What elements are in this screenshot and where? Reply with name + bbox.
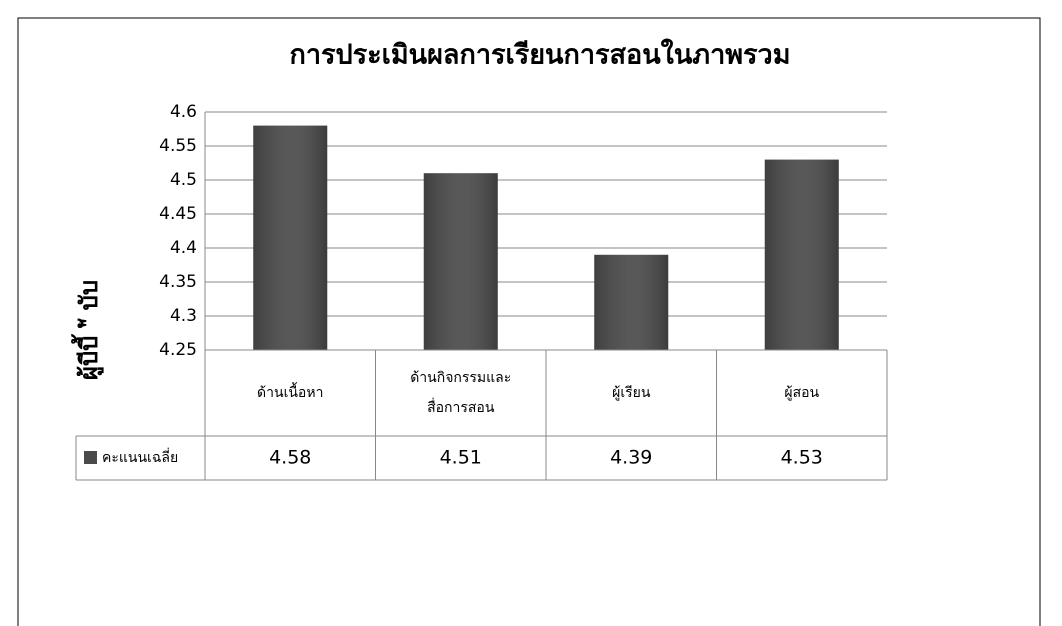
data-table-value: 4.51 [440,447,482,469]
y-tick-label: 4.5 [170,170,197,190]
y-tick-label: 4.3 [170,306,197,326]
chart-title: การประเมินผลการเรียนการสอนในภาพรวม [289,39,790,71]
legend-swatch [84,451,97,464]
bar-shade [253,125,328,350]
y-tick-label: 4.35 [159,272,197,292]
y-tick-label: 4.55 [159,136,197,156]
y-tick-label: 4.25 [159,340,197,360]
data-table-value: 4.39 [610,447,652,469]
x-tick-label: ด้านกิจกรรมและสื่อการสอน [410,370,511,416]
legend-label: คะแนนเฉลี่ย [102,448,178,466]
data-table-value: 4.58 [269,447,311,469]
bar-shade [764,159,839,350]
data-table-value: 4.53 [781,447,823,469]
chart-frame [17,17,1041,626]
x-tick-label: ผู้สอน [784,385,819,401]
y-tick-label: 4.45 [159,204,197,224]
x-tick-label: ผู้เรียน [612,385,651,401]
y-tick-label: 4.6 [170,102,197,122]
y-tick-label: 4.4 [170,238,197,258]
y-axis-label: ผู้บีบี้ "ั บับ [70,280,104,380]
bar-shade [423,173,498,350]
x-tick-label: ด้านเนื้อหา [257,382,323,401]
bar-shade [594,254,669,350]
